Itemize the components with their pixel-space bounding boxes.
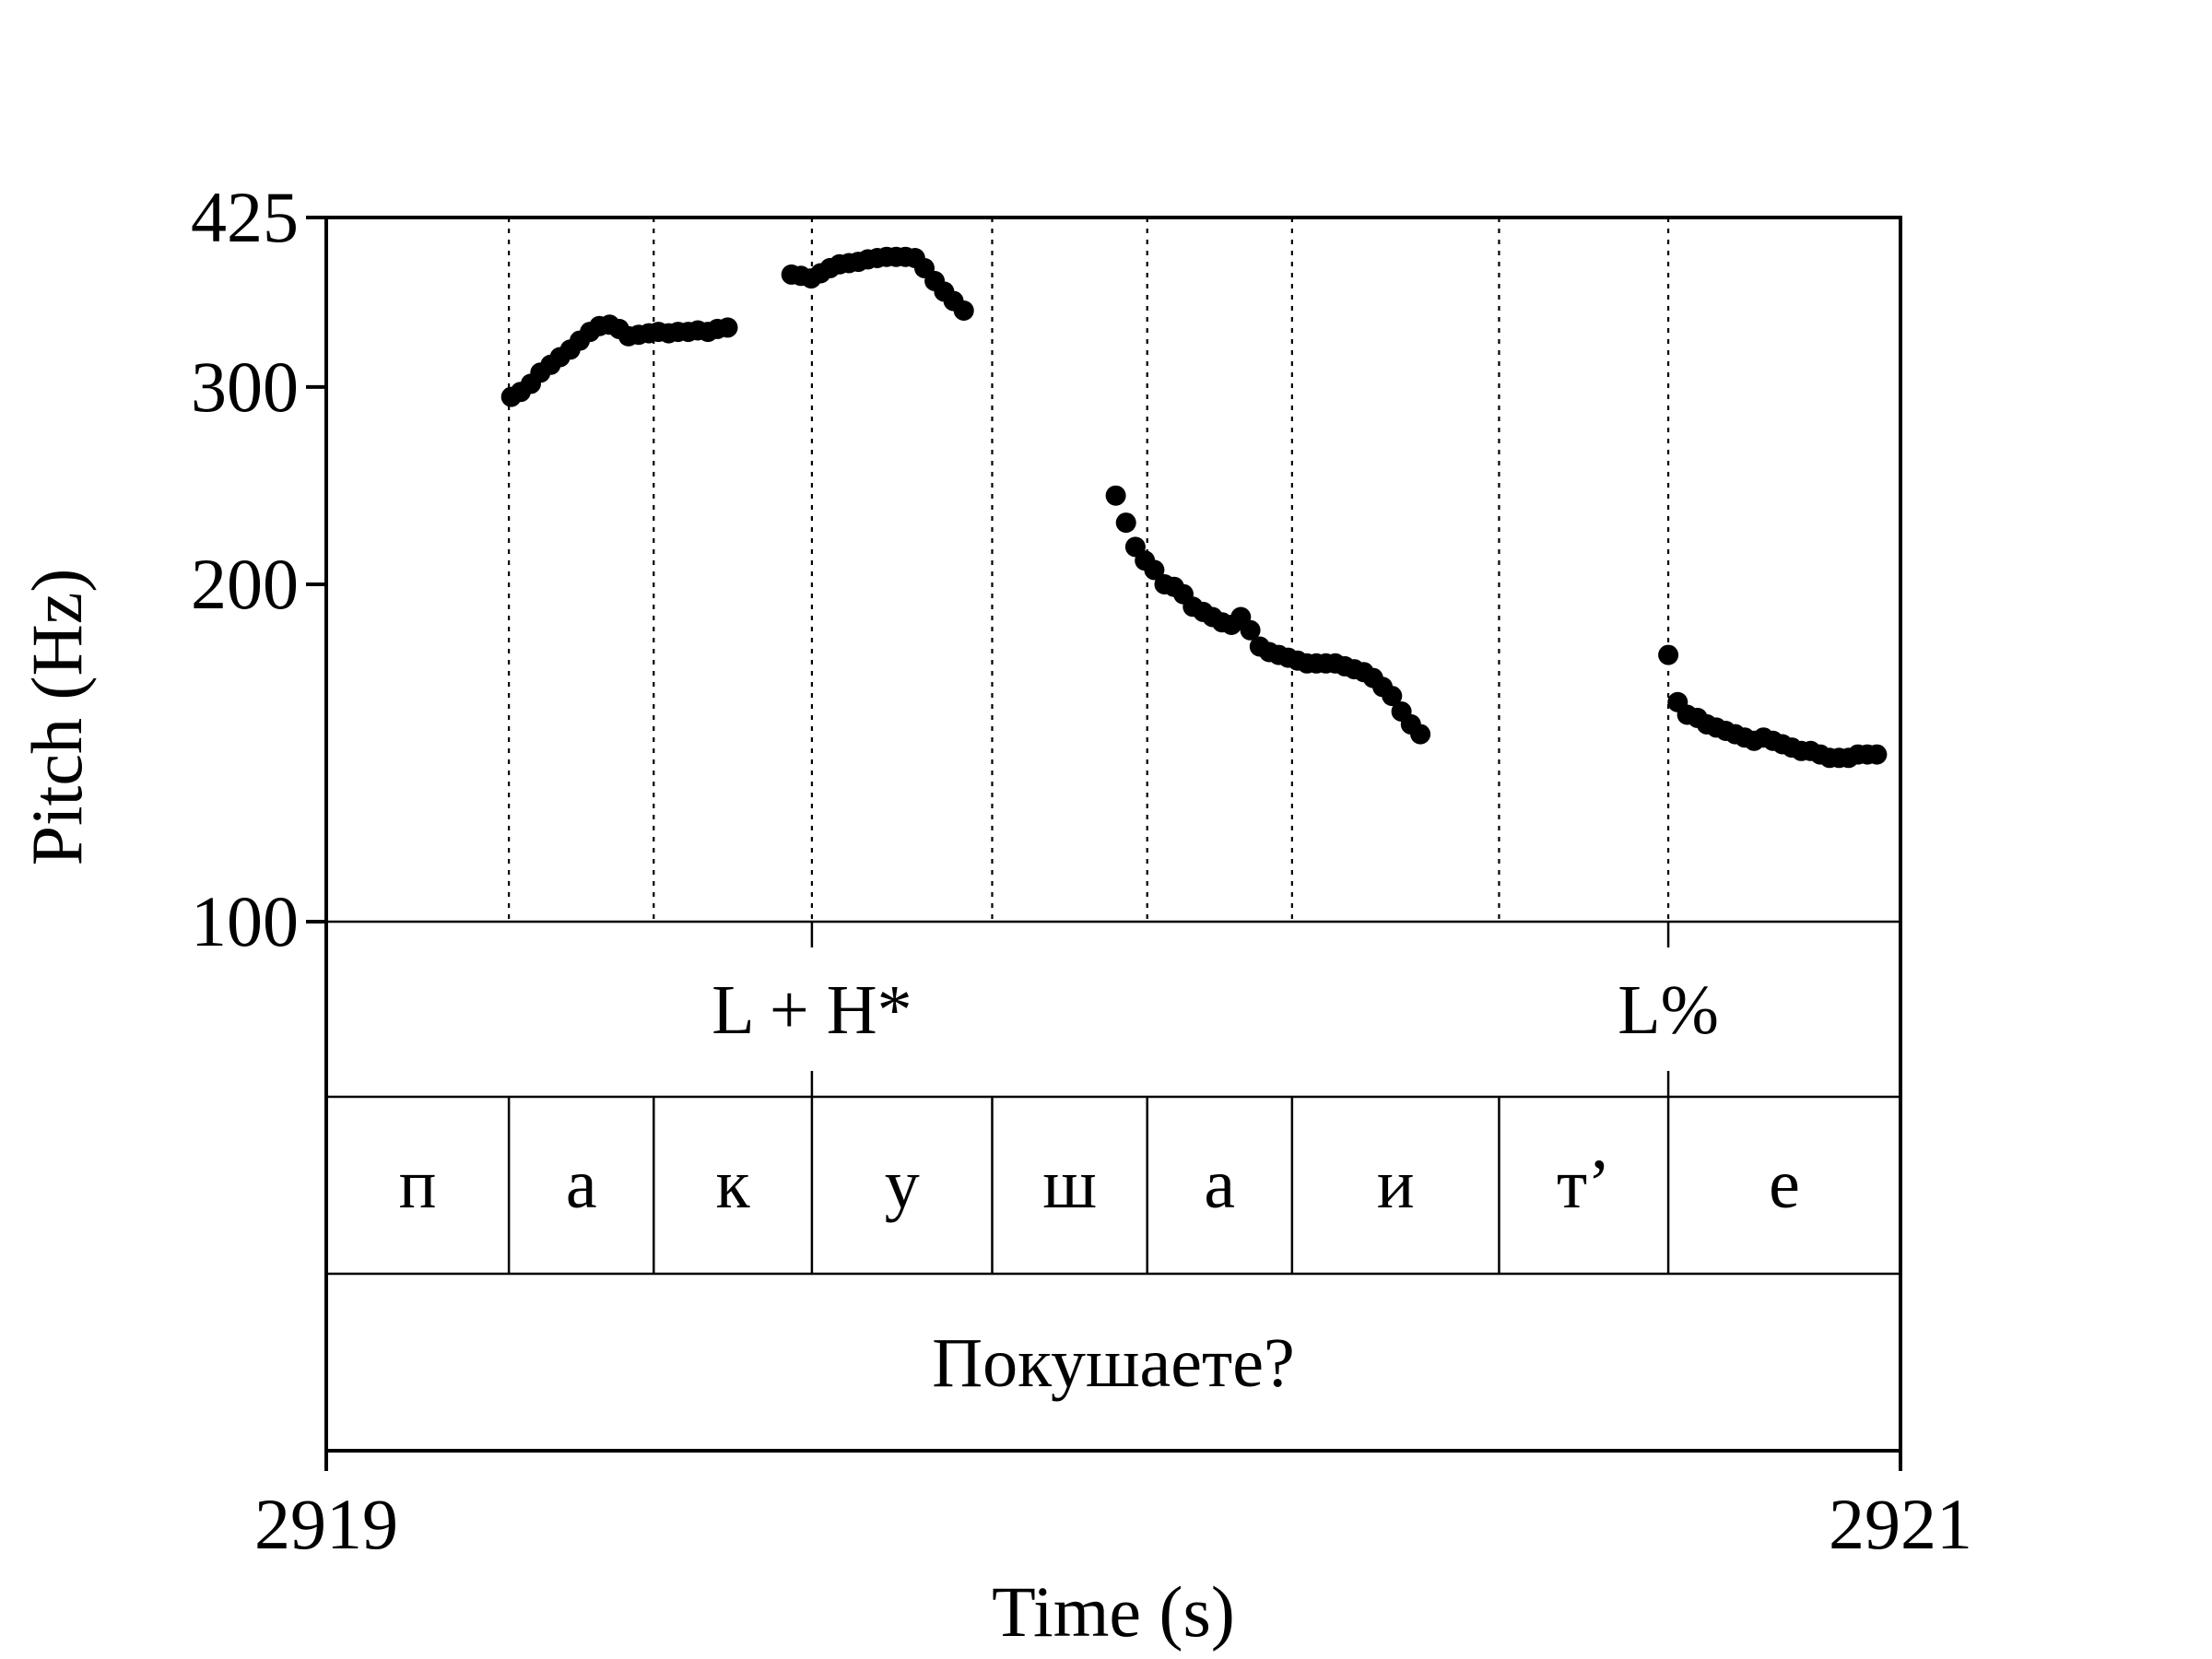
segment-label: ш xyxy=(1042,1146,1097,1223)
tone-label-2: L% xyxy=(1618,971,1719,1049)
segment-label: а xyxy=(566,1146,597,1223)
plot-frame xyxy=(324,216,1902,1453)
pitch-point xyxy=(1382,686,1403,707)
chart-frame xyxy=(324,216,1902,1453)
y-tick-label: 200 xyxy=(191,544,299,624)
pitch-point xyxy=(717,317,738,338)
segment-label: у xyxy=(885,1146,920,1223)
segment-boundaries xyxy=(507,218,1670,1274)
pitch-point xyxy=(1410,724,1431,745)
pitch-point xyxy=(1866,744,1888,765)
segment-label: а xyxy=(1204,1146,1235,1223)
x-tick-label: 2919 xyxy=(254,1484,398,1564)
segment-label: е xyxy=(1769,1146,1800,1223)
pitch-point xyxy=(953,300,974,321)
segment-label: п xyxy=(399,1146,437,1223)
x-axis-title: Time (s) xyxy=(992,1571,1235,1652)
y-axis-title: Pitch (Hz) xyxy=(17,569,97,866)
pitch-point xyxy=(1105,485,1126,506)
x-tick-label: 2921 xyxy=(1829,1484,1972,1564)
annotation-tiers: L + H* L% п а к у ш а и т’ е Покушаете? xyxy=(399,922,1800,1402)
segment-label: и xyxy=(1377,1146,1415,1223)
segment-label: к xyxy=(716,1146,750,1223)
tone-label-1: L + H* xyxy=(712,971,912,1049)
pitch-points xyxy=(500,246,1888,769)
pitch-point xyxy=(1115,512,1136,534)
segment-label: т’ xyxy=(1557,1146,1611,1223)
pitch-point xyxy=(1658,644,1679,665)
pitch-point xyxy=(1144,559,1165,581)
pitch-point xyxy=(1240,619,1261,641)
utterance-label: Покушаете? xyxy=(932,1324,1294,1402)
y-tick-label: 100 xyxy=(191,881,299,961)
y-tick-label: 300 xyxy=(191,347,299,427)
y-tick-label: 425 xyxy=(191,177,299,257)
axes: 425 300 200 100 2919 2921 Time (s) Pitch (Hz) xyxy=(17,177,1972,1652)
